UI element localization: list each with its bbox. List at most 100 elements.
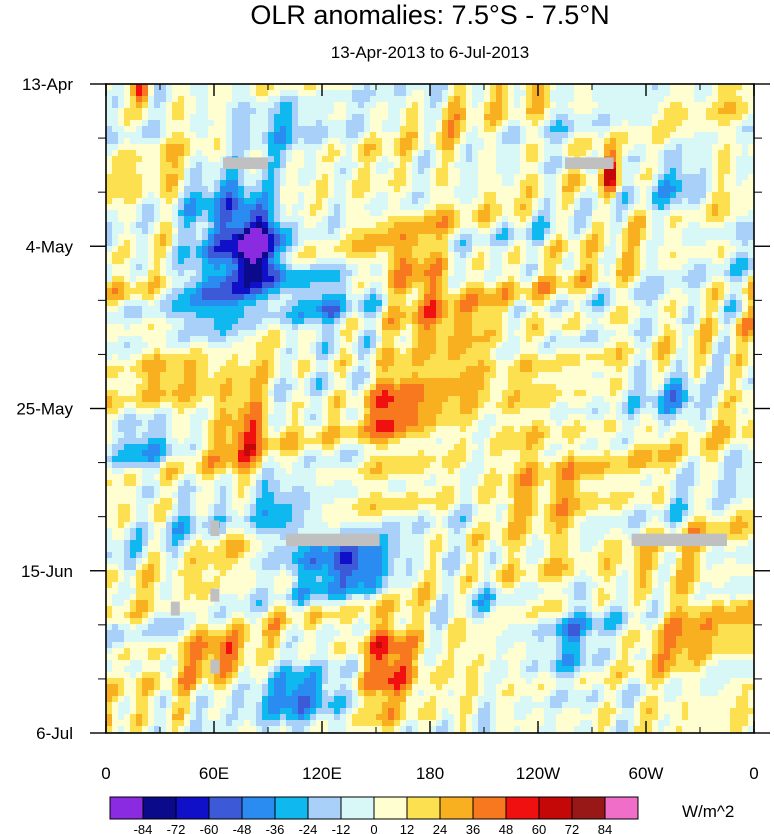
field-cell (736, 108, 743, 115)
field-cell (640, 336, 647, 343)
field-cell (268, 318, 275, 325)
field-cell (244, 168, 251, 175)
field-cell (520, 204, 527, 211)
field-cell (262, 282, 269, 289)
field-cell (664, 264, 671, 271)
field-cell (154, 180, 161, 187)
field-cell (646, 228, 653, 235)
field-cell (640, 108, 647, 115)
field-cell (664, 210, 671, 217)
field-cell (214, 234, 221, 241)
field-cell (442, 180, 449, 187)
field-cell (676, 222, 683, 229)
field-cell (244, 252, 251, 259)
field-cell (202, 294, 209, 301)
field-cell (604, 198, 611, 205)
field-cell (124, 138, 131, 145)
field-cell (130, 156, 137, 163)
field-cell (202, 246, 209, 253)
field-cell (604, 102, 611, 109)
field-cell (610, 120, 617, 127)
field-cell (376, 102, 383, 109)
field-cell (226, 180, 233, 187)
field-cell (292, 348, 299, 355)
field-cell (598, 354, 605, 361)
field-cell (610, 204, 617, 211)
field-cell (598, 120, 605, 127)
field-cell (730, 180, 737, 187)
field-cell (688, 330, 695, 337)
field-cell (436, 348, 443, 355)
field-cell (124, 216, 131, 223)
field-cell (298, 258, 305, 265)
field-cell (166, 192, 173, 199)
field-cell (130, 162, 137, 169)
field-cell (262, 264, 269, 271)
field-cell (316, 276, 323, 283)
field-cell (400, 306, 407, 313)
field-cell (550, 252, 557, 259)
field-cell (220, 198, 227, 205)
field-cell (394, 162, 401, 169)
field-cell (640, 216, 647, 223)
field-cell (232, 300, 239, 307)
field-cell (592, 84, 599, 91)
field-cell (130, 90, 137, 97)
field-cell (658, 228, 665, 235)
field-cell (238, 306, 245, 313)
field-cell (478, 258, 485, 265)
field-cell (484, 294, 491, 301)
field-cell (220, 240, 227, 247)
field-cell (226, 132, 233, 139)
field-cell (592, 108, 599, 115)
field-cell (580, 342, 587, 349)
field-cell (322, 84, 329, 91)
field-cell (250, 210, 257, 217)
field-cell (616, 108, 623, 115)
field-cell (652, 252, 659, 259)
field-cell (364, 210, 371, 217)
field-cell (628, 222, 635, 229)
field-cell (448, 324, 455, 331)
field-cell (106, 222, 113, 229)
field-cell (250, 114, 257, 121)
field-cell (460, 288, 467, 295)
field-cell (538, 348, 545, 355)
field-cell (268, 240, 275, 247)
field-cell (442, 120, 449, 127)
field-cell (520, 192, 527, 199)
field-cell (718, 102, 725, 109)
field-cell (586, 210, 593, 217)
field-cell (562, 192, 569, 199)
field-cell (610, 288, 617, 295)
field-cell (490, 144, 497, 151)
field-cell (592, 348, 599, 355)
field-cell (226, 348, 233, 355)
field-cell (286, 324, 293, 331)
field-cell (214, 252, 221, 259)
field-cell (388, 186, 395, 193)
field-cell (670, 354, 677, 361)
field-cell (646, 258, 653, 265)
field-cell (700, 84, 707, 91)
field-cell (328, 294, 335, 301)
field-cell (406, 204, 413, 211)
field-cell (142, 174, 149, 181)
field-cell (598, 210, 605, 217)
field-cell (178, 252, 185, 259)
field-cell (568, 210, 575, 217)
field-cell (472, 306, 479, 313)
chart-title: OLR anomalies: 7.5°S - 7.5°N (250, 0, 609, 30)
field-cell (424, 246, 431, 253)
field-cell (562, 150, 569, 157)
field-cell (136, 288, 143, 295)
field-cell (310, 300, 317, 307)
field-cell (328, 234, 335, 241)
field-cell (460, 108, 467, 115)
field-cell (226, 258, 233, 265)
field-cell (598, 138, 605, 145)
field-cell (478, 342, 485, 349)
field-cell (304, 192, 311, 199)
field-cell (214, 102, 221, 109)
field-cell (736, 294, 743, 301)
